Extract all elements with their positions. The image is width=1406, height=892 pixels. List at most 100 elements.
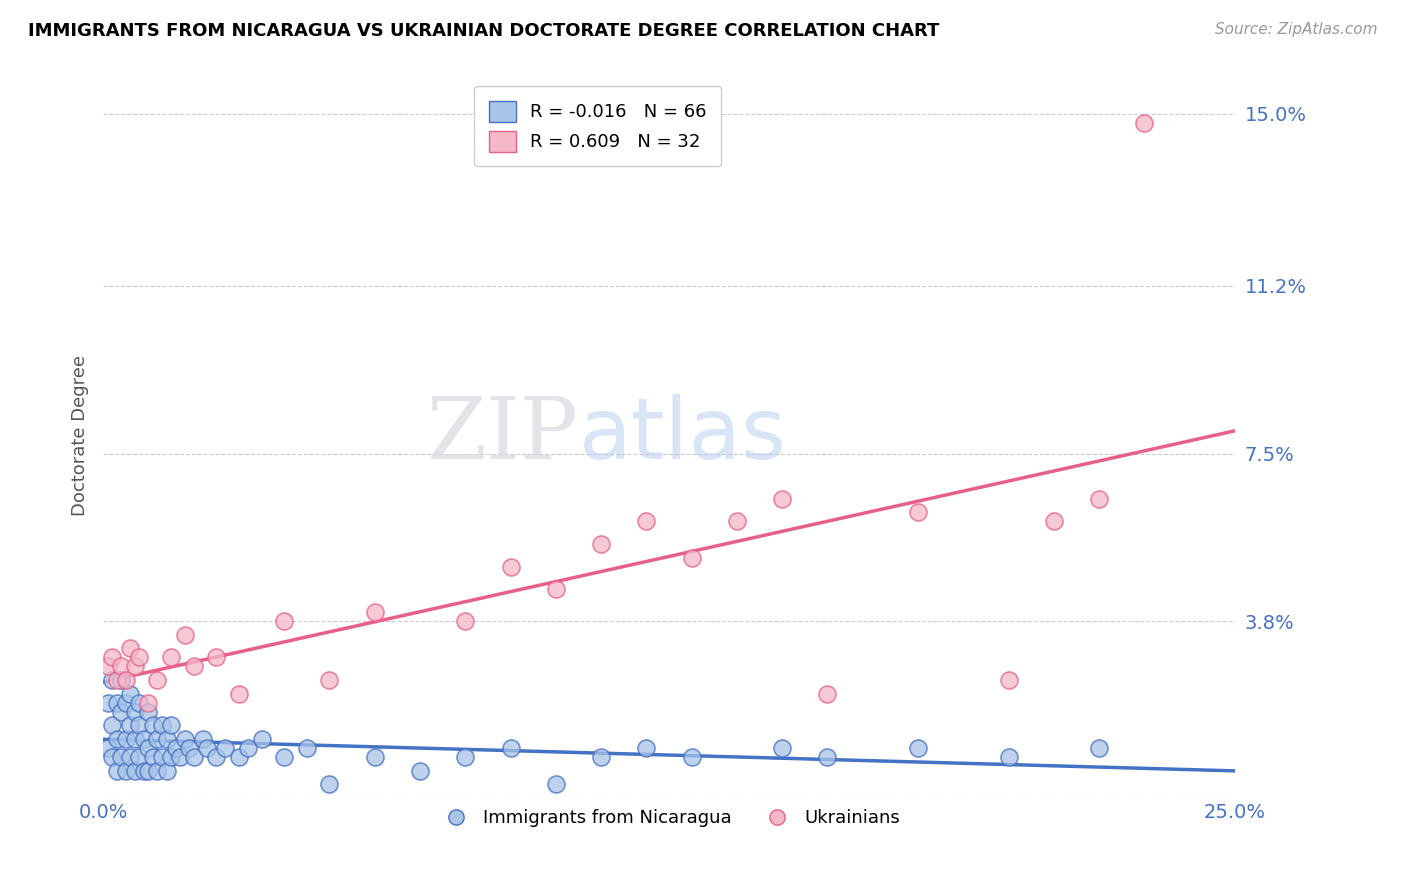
Point: [97, 659, 120, 673]
Point: [120, 687, 142, 701]
Point: [770, 491, 793, 506]
Point: [179, 741, 201, 756]
Point: [160, 650, 183, 665]
Y-axis label: Doctorate Degree: Doctorate Degree: [72, 355, 89, 516]
Point: [544, 777, 567, 791]
Point: [132, 764, 155, 778]
Point: [770, 741, 793, 756]
Point: [454, 750, 477, 764]
Point: [591, 750, 613, 764]
Point: [124, 731, 146, 746]
Point: [364, 750, 387, 764]
Point: [997, 750, 1019, 764]
Point: [105, 764, 128, 778]
Point: [1133, 116, 1156, 130]
Point: [110, 673, 132, 687]
Text: ZIP: ZIP: [426, 393, 578, 477]
Point: [142, 750, 165, 764]
Point: [146, 731, 169, 746]
Point: [409, 764, 432, 778]
Point: [101, 750, 124, 764]
Point: [105, 731, 128, 746]
Point: [120, 750, 142, 764]
Point: [146, 764, 169, 778]
Point: [591, 537, 613, 551]
Point: [1043, 515, 1066, 529]
Point: [97, 696, 120, 710]
Legend: Immigrants from Nicaragua, Ukrainians: Immigrants from Nicaragua, Ukrainians: [430, 802, 907, 834]
Point: [138, 705, 160, 719]
Point: [1088, 741, 1111, 756]
Point: [681, 750, 703, 764]
Point: [124, 705, 146, 719]
Point: [214, 741, 236, 756]
Point: [128, 718, 150, 732]
Point: [128, 650, 150, 665]
Point: [454, 614, 477, 628]
Point: [295, 741, 318, 756]
Point: [183, 750, 205, 764]
Point: [183, 659, 205, 673]
Point: [997, 673, 1019, 687]
Point: [907, 505, 929, 519]
Point: [105, 673, 128, 687]
Point: [817, 750, 839, 764]
Point: [124, 659, 146, 673]
Point: [169, 750, 191, 764]
Point: [173, 731, 195, 746]
Point: [110, 705, 132, 719]
Point: [120, 718, 142, 732]
Point: [142, 718, 165, 732]
Point: [124, 764, 146, 778]
Point: [318, 673, 340, 687]
Point: [138, 741, 160, 756]
Point: [273, 750, 295, 764]
Text: IMMIGRANTS FROM NICARAGUA VS UKRAINIAN DOCTORATE DEGREE CORRELATION CHART: IMMIGRANTS FROM NICARAGUA VS UKRAINIAN D…: [28, 22, 939, 40]
Point: [132, 731, 155, 746]
Point: [114, 764, 136, 778]
Point: [544, 582, 567, 597]
Point: [173, 628, 195, 642]
Point: [114, 731, 136, 746]
Point: [150, 750, 173, 764]
Point: [155, 731, 177, 746]
Point: [499, 559, 522, 574]
Point: [907, 741, 929, 756]
Point: [110, 750, 132, 764]
Text: atlas: atlas: [578, 394, 786, 477]
Point: [160, 750, 183, 764]
Point: [120, 641, 142, 656]
Point: [114, 673, 136, 687]
Point: [228, 750, 250, 764]
Point: [128, 750, 150, 764]
Point: [636, 741, 658, 756]
Point: [364, 605, 387, 619]
Text: Source: ZipAtlas.com: Source: ZipAtlas.com: [1215, 22, 1378, 37]
Point: [155, 764, 177, 778]
Point: [114, 696, 136, 710]
Point: [817, 687, 839, 701]
Point: [195, 741, 218, 756]
Point: [228, 687, 250, 701]
Point: [205, 650, 228, 665]
Point: [165, 741, 187, 756]
Point: [110, 659, 132, 673]
Point: [273, 614, 295, 628]
Point: [101, 718, 124, 732]
Point: [681, 550, 703, 565]
Point: [138, 696, 160, 710]
Point: [150, 718, 173, 732]
Point: [636, 515, 658, 529]
Point: [499, 741, 522, 756]
Point: [1088, 491, 1111, 506]
Point: [101, 673, 124, 687]
Point: [250, 731, 273, 746]
Point: [97, 741, 120, 756]
Point: [105, 696, 128, 710]
Point: [725, 515, 748, 529]
Point: [191, 731, 214, 746]
Point: [138, 764, 160, 778]
Point: [101, 650, 124, 665]
Point: [205, 750, 228, 764]
Point: [128, 696, 150, 710]
